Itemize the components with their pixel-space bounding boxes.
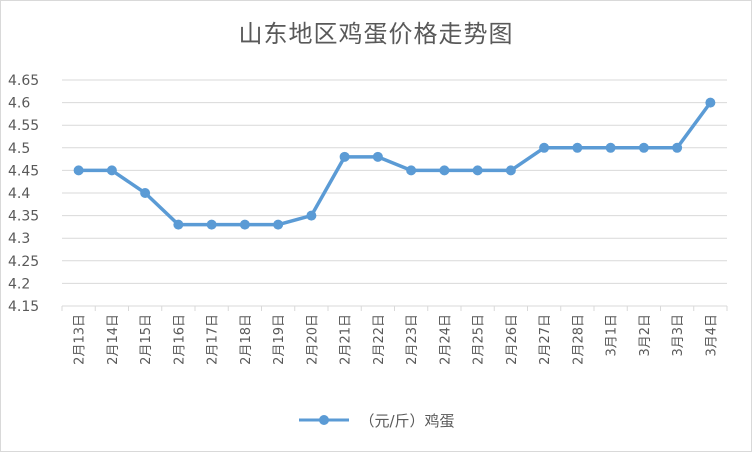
x-tick-label: 2月20日 (305, 314, 320, 365)
data-point (505, 165, 516, 176)
data-point (605, 142, 616, 153)
x-tick-label: 2月14日 (106, 314, 121, 365)
x-tick-label: 2月15日 (139, 314, 154, 365)
data-point (406, 165, 417, 176)
x-tick-label: 2月21日 (339, 314, 354, 365)
y-tick-label: 4.25 (8, 254, 39, 270)
data-point (73, 165, 84, 176)
x-tick-label: 3月4日 (704, 314, 719, 357)
data-point (705, 97, 716, 108)
x-tick-label: 2月19日 (272, 314, 287, 365)
y-tick-label: 4.35 (8, 209, 39, 225)
data-point (439, 165, 450, 176)
legend-line-marker (299, 415, 350, 425)
data-point (239, 219, 250, 230)
data-point (339, 151, 350, 162)
x-tick-label: 2月24日 (438, 314, 453, 365)
y-tick-label: 4.65 (8, 73, 39, 89)
x-tick-label: 2月23日 (405, 314, 420, 365)
x-tick-label: 2月13日 (73, 314, 88, 365)
x-tick-label: 3月1日 (605, 314, 620, 357)
y-tick-label: 4.2 (8, 276, 30, 292)
y-tick-label: 4.3 (8, 231, 30, 247)
x-tick-label: 2月22日 (372, 314, 387, 365)
y-tick-label: 4.4 (8, 186, 30, 202)
series-line (76, 100, 713, 227)
data-point (273, 219, 284, 230)
x-tick-label: 2月18日 (239, 314, 254, 365)
x-tick-label: 2月28日 (571, 314, 586, 365)
data-point (672, 142, 683, 153)
chart-title: 山东地区鸡蛋价格走势图 (238, 20, 514, 48)
data-point (372, 151, 383, 162)
y-tick-label: 4.45 (8, 163, 39, 179)
data-point (539, 142, 550, 153)
y-tick-label: 4.15 (8, 299, 39, 315)
data-point (106, 165, 117, 176)
legend-label: （元/斤）鸡蛋 (359, 411, 455, 430)
data-point (206, 219, 217, 230)
x-tick-label: 2月25日 (472, 314, 487, 365)
data-point (638, 142, 649, 153)
y-tick-label: 4.5 (8, 141, 30, 157)
legend: （元/斤）鸡蛋 (0, 408, 752, 432)
data-point (173, 219, 184, 230)
data-point (472, 165, 483, 176)
x-tick-label: 2月26日 (505, 314, 520, 365)
data-point (140, 188, 151, 198)
x-tick-label: 2月16日 (172, 314, 187, 365)
x-tick-label: 3月3日 (671, 314, 686, 357)
data-point (572, 142, 583, 153)
data-point (306, 210, 317, 221)
y-tick-label: 4.6 (8, 96, 30, 112)
x-tick-label: 3月2日 (638, 314, 653, 357)
x-tick-label: 2月27日 (538, 314, 553, 365)
x-tick-label: 2月17日 (206, 314, 221, 365)
y-tick-label: 4.55 (8, 118, 39, 134)
